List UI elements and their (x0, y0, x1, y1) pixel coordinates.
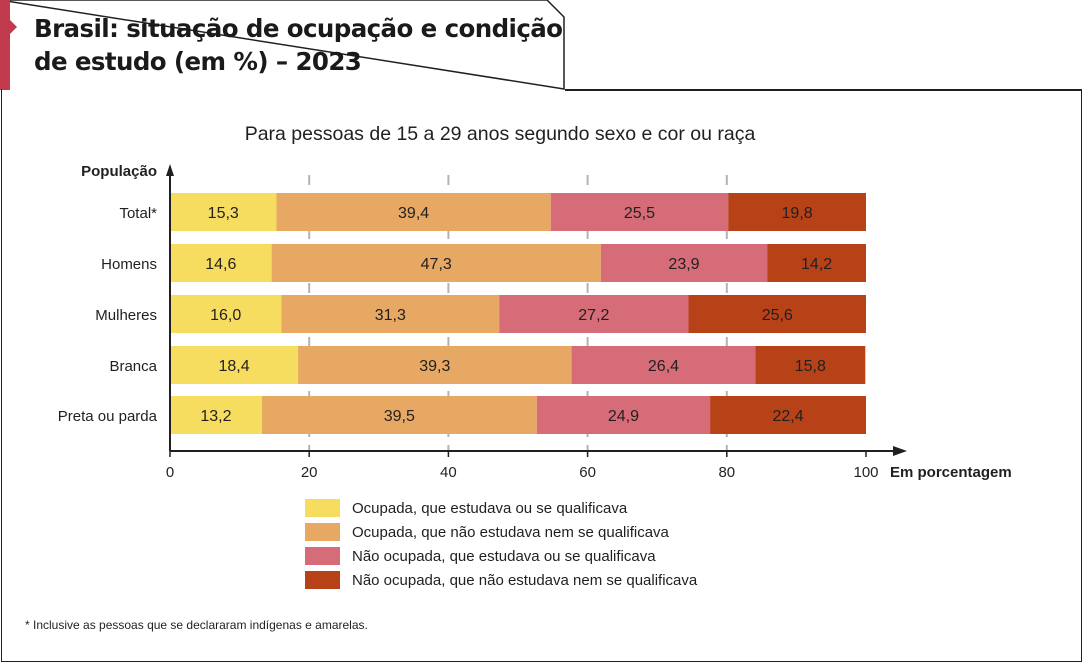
x-axis-label: Em porcentagem (890, 464, 1012, 481)
x-tick-label: 100 (853, 464, 878, 481)
footnote: * Inclusive as pessoas que se declararam… (25, 618, 368, 632)
bar-segment (767, 244, 866, 282)
bar-segment (536, 396, 711, 434)
legend-item: Não ocupada, que estudava ou se qualific… (305, 544, 697, 568)
axes (166, 164, 907, 457)
data-label: 15,8 (795, 358, 826, 375)
bar-segment (728, 193, 866, 231)
data-label: 13,2 (200, 408, 231, 425)
data-label: 39,4 (398, 205, 429, 222)
legend-label: Não ocupada, que não estudava nem se qua… (352, 571, 698, 589)
data-label: 22,4 (772, 408, 803, 425)
bar-segment (271, 244, 601, 282)
data-label: 39,5 (384, 408, 415, 425)
legend-swatch (305, 547, 340, 565)
category-label: Mulheres (95, 307, 157, 324)
legend-item: Não ocupada, que não estudava nem se qua… (305, 568, 697, 592)
bar-segment (755, 346, 866, 384)
bar-segment (281, 295, 500, 333)
bar-segment (600, 244, 768, 282)
bars (170, 193, 866, 434)
data-label: 18,4 (218, 358, 249, 375)
title-tab-shape (0, 0, 565, 90)
data-label: 25,5 (624, 205, 655, 222)
legend: Ocupada, que estudava ou se qualificava O… (305, 496, 697, 592)
title-line-2: de estudo (em %) – 2023 (34, 47, 362, 76)
x-tick-label: 0 (166, 464, 174, 481)
y-axis-arrow-icon (166, 164, 174, 176)
chart-frame (1, 89, 1082, 662)
data-label: 27,2 (578, 307, 609, 324)
data-label: 19,8 (782, 205, 813, 222)
bar-segment (276, 193, 551, 231)
data-label: 39,3 (419, 358, 450, 375)
data-label: 26,4 (648, 358, 679, 375)
data-label: 16,0 (210, 307, 241, 324)
bar-segment (710, 396, 866, 434)
frame-top-border (565, 89, 1082, 91)
bar-segment (571, 346, 756, 384)
bar-segment (550, 193, 729, 231)
x-tick-label: 80 (718, 464, 735, 481)
x-tick-label: 60 (579, 464, 596, 481)
category-label: Total* (119, 205, 157, 222)
legend-item: Ocupada, que estudava ou se qualificava (305, 496, 697, 520)
y-axis-label: População (81, 163, 157, 180)
data-label: 47,3 (421, 256, 452, 273)
accent-bar (0, 0, 10, 90)
data-label: 31,3 (375, 307, 406, 324)
category-label: Homens (101, 256, 157, 273)
legend-swatch (305, 571, 340, 589)
data-label: 14,6 (205, 256, 236, 273)
bar-segment (170, 396, 262, 434)
bar-segment (261, 396, 537, 434)
bar-segment (170, 244, 272, 282)
legend-swatch (305, 523, 340, 541)
x-tick-label: 40 (440, 464, 457, 481)
title-tab: Brasil: situação de ocupação e condição … (0, 0, 565, 90)
x-axis-arrow-icon (893, 446, 907, 456)
bar-segment (298, 346, 572, 384)
accent-notch (10, 20, 17, 34)
chart-title: Para pessoas de 15 a 29 anos segundo sex… (245, 123, 756, 145)
bar-segment (688, 295, 866, 333)
legend-item: Ocupada, que não estudava nem se qualifi… (305, 520, 697, 544)
x-tick-label: 20 (301, 464, 318, 481)
category-label: Branca (109, 358, 157, 375)
page-title: Brasil: situação de ocupação e condição … (34, 12, 563, 78)
title-line-1: Brasil: situação de ocupação e condição (34, 14, 563, 43)
category-label: Preta ou parda (58, 408, 158, 425)
legend-swatch (305, 499, 340, 517)
data-label: 25,6 (762, 307, 793, 324)
data-label: 14,2 (801, 256, 832, 273)
legend-label: Ocupada, que estudava ou se qualificava (352, 499, 628, 517)
legend-label: Ocupada, que não estudava nem se qualifi… (352, 523, 669, 541)
data-label: 23,9 (668, 256, 699, 273)
legend-label: Não ocupada, que estudava ou se qualific… (352, 547, 656, 565)
bar-segment (170, 346, 299, 384)
data-label: 24,9 (608, 408, 639, 425)
data-label: 15,3 (208, 205, 239, 222)
bar-segment (170, 193, 277, 231)
bar-segment (499, 295, 689, 333)
labels: 15,3 39,4 25,5 19,8 Total* 14,6 47,3 23,9 14,2 Ho… (58, 205, 879, 481)
bar-segment (170, 295, 282, 333)
